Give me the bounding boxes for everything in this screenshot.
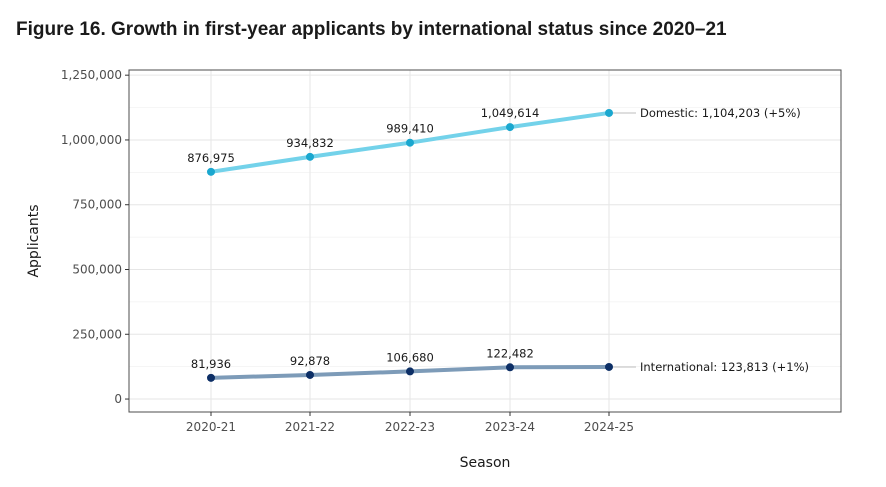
x-tick-label: 2024-25 xyxy=(584,420,634,434)
y-tick-label: 0 xyxy=(114,392,122,406)
series-layer: 876,975 934,832 989,410 1,049,614 Domestic: … xyxy=(187,106,809,382)
y-axis-title: Applicants xyxy=(26,204,42,277)
domestic-data-point xyxy=(605,108,613,117)
x-axis-title: Season xyxy=(460,455,511,471)
international-data-point xyxy=(605,362,613,371)
international-data-point xyxy=(207,373,215,382)
domestic-data-label: 989,410 xyxy=(386,122,434,136)
domestic-data-label: 876,975 xyxy=(187,151,235,165)
international-data-label: 122,482 xyxy=(486,346,534,360)
x-tick-label: 2020-21 xyxy=(186,420,236,434)
y-axis-ticks: 0 250,000 500,000 750,000 1,000,000 1,250,000 xyxy=(61,68,129,406)
domestic-end-label: Domestic: 1,104,203 (+5%) xyxy=(640,106,801,120)
international-data-label: 106,680 xyxy=(386,350,434,364)
domestic-data-point xyxy=(406,138,414,147)
y-tick-label: 750,000 xyxy=(72,198,122,212)
domestic-data-label: 934,832 xyxy=(286,136,334,150)
x-axis-ticks: 2020-21 2021-22 2022-23 2023-24 2024-25 xyxy=(186,412,634,434)
domestic-data-point xyxy=(306,152,314,161)
international-data-point xyxy=(406,367,414,376)
international-end-label: International: 123,813 (+1%) xyxy=(640,360,809,374)
gridlines xyxy=(129,70,841,412)
x-tick-label: 2021-22 xyxy=(285,420,335,434)
x-tick-label: 2023-24 xyxy=(485,420,535,434)
y-tick-label: 250,000 xyxy=(72,327,122,341)
y-tick-label: 500,000 xyxy=(72,263,122,277)
international-data-point xyxy=(506,363,514,372)
y-tick-label: 1,250,000 xyxy=(61,68,122,82)
domestic-series: 876,975 934,832 989,410 1,049,614 Domestic: … xyxy=(187,106,801,176)
x-tick-label: 2022-23 xyxy=(385,420,435,434)
international-data-point xyxy=(306,370,314,379)
plot-panel xyxy=(128,69,842,413)
domestic-data-point xyxy=(506,123,514,132)
figure-title: Figure 16. Growth in first-year applican… xyxy=(16,19,727,40)
international-data-label: 92,878 xyxy=(290,354,330,368)
domestic-data-point xyxy=(207,167,215,176)
international-series: 81,936 92,878 106,680 122,482 International:… xyxy=(191,346,809,382)
domestic-data-label: 1,049,614 xyxy=(481,106,540,120)
y-tick-label: 1,000,000 xyxy=(61,133,122,147)
international-data-label: 81,936 xyxy=(191,357,231,371)
